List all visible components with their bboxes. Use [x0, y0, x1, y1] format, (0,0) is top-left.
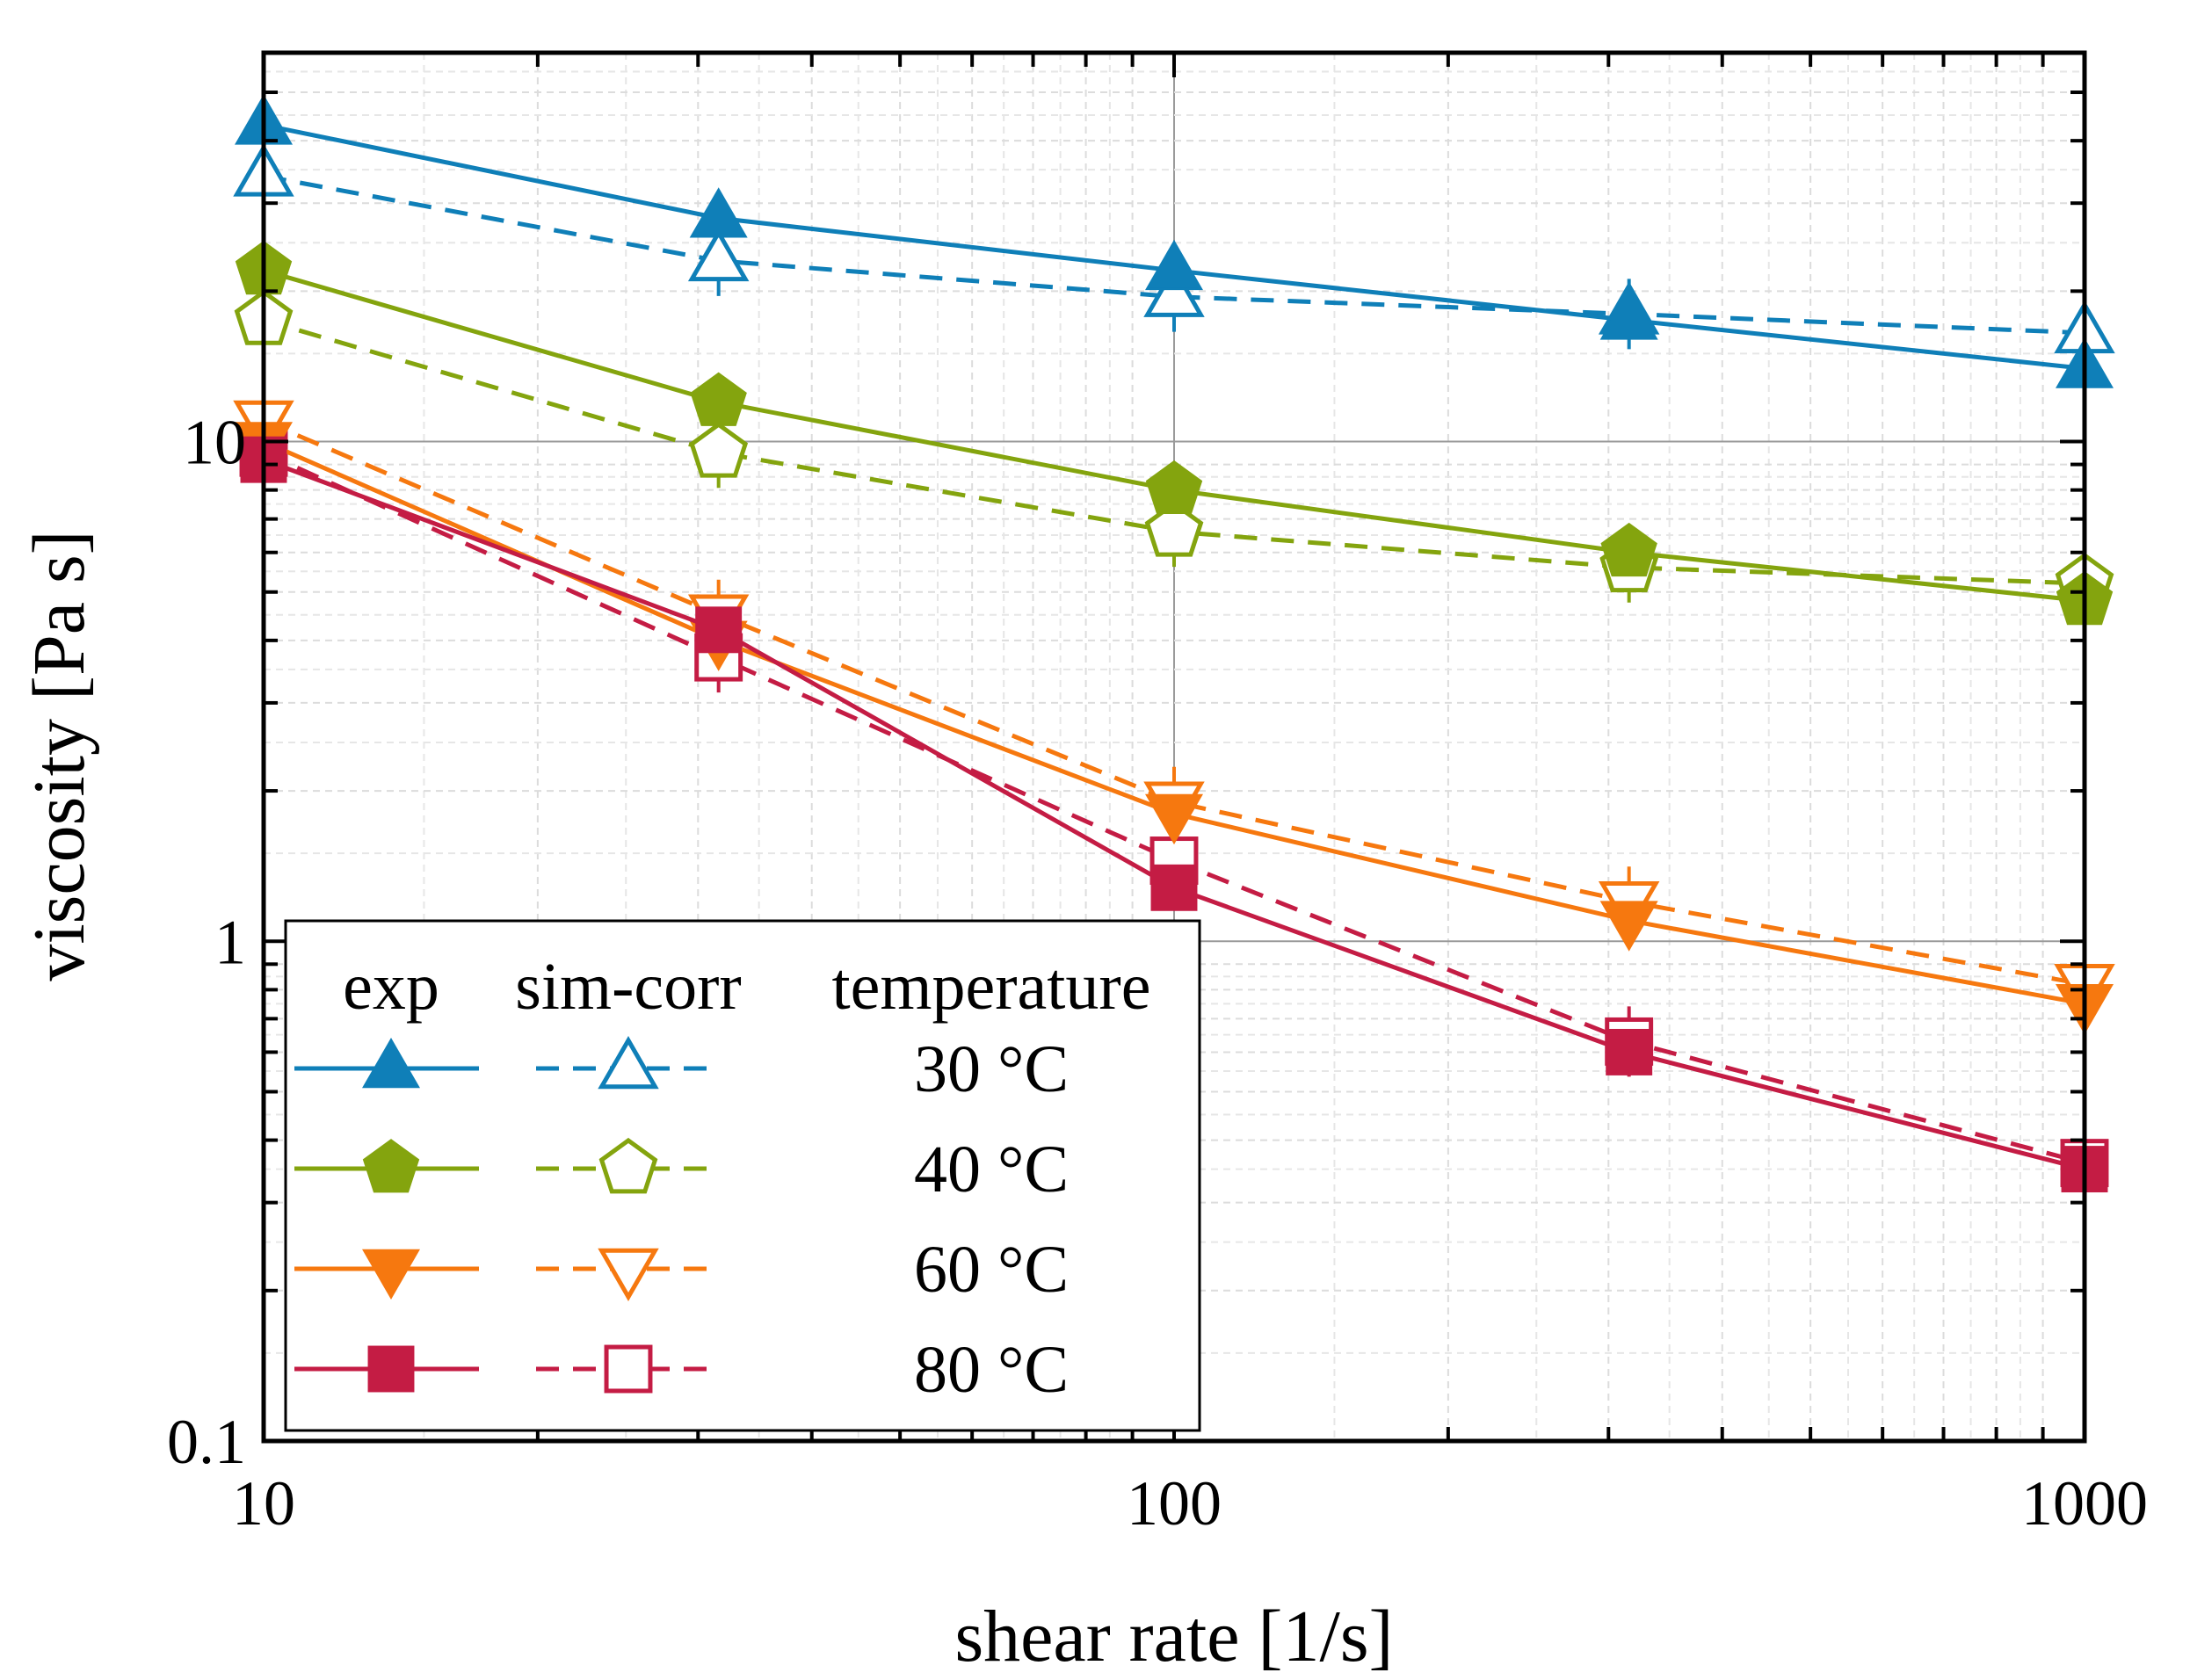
legend-marker-exp: [362, 1249, 420, 1300]
data-point: [1600, 522, 1657, 577]
data-point: [695, 606, 743, 654]
series-line: [263, 173, 2085, 336]
legend-marker-sim: [598, 1035, 659, 1090]
x-tick-label: 100: [1127, 1468, 1222, 1539]
data-point: [689, 422, 749, 478]
series-line: [263, 418, 2085, 987]
legend-row: 40 °C: [294, 1133, 1069, 1206]
legend-marker-exp: [367, 1345, 415, 1393]
data-point: [687, 228, 750, 282]
legend-temperature-label: 30 °C: [914, 1032, 1069, 1106]
legend-box: [284, 919, 1201, 1432]
data-point: [690, 372, 747, 426]
y-axis-title: viscosity [Pa s]: [18, 530, 100, 981]
data-point: [1143, 264, 1205, 317]
legend-rows: 30 °C 40 °C 60 °C 80 °C: [294, 1032, 1069, 1407]
legend-marker-sim: [598, 1248, 659, 1302]
data-point: [1145, 793, 1203, 845]
legend-header-temperature: temperature: [832, 950, 1151, 1024]
legend-marker-sim: [604, 1344, 653, 1394]
x-tick-label: 10: [232, 1468, 295, 1539]
axis-ticks: [262, 51, 2086, 1443]
data-point: [1145, 239, 1203, 291]
legend-row: 30 °C: [294, 1032, 1069, 1106]
legend-header-exp: exp: [343, 950, 439, 1024]
legend-marker-exp: [362, 1139, 420, 1193]
legend-temperature-label: 60 °C: [914, 1233, 1069, 1307]
y-tick-label: 10: [183, 408, 246, 478]
series-exp-30c: [235, 94, 2114, 388]
x-axis-title: shear rate [1/s]: [954, 1596, 1393, 1677]
data-point: [1599, 289, 1658, 340]
data-point: [1150, 864, 1198, 911]
legend-row: 60 °C: [294, 1233, 1069, 1307]
tick-labels: 10 100 1000 0.1 1 10: [167, 408, 2148, 1539]
legend-temperature-label: 80 °C: [914, 1333, 1069, 1407]
data-point: [1606, 1028, 1653, 1075]
legend-row: 80 °C: [294, 1333, 1069, 1407]
data-point: [689, 187, 748, 238]
legend-marker-sim: [598, 1137, 658, 1194]
legend-marker-exp: [362, 1037, 420, 1089]
data-point: [1599, 901, 1658, 952]
legend-temperature-label: 40 °C: [914, 1133, 1069, 1206]
legend: exp sim-corr temperature 30 °C 40 °C 60 °C…: [284, 919, 1201, 1432]
y-tick-label: 0.1: [167, 1407, 246, 1477]
x-tick-label: 1000: [2021, 1468, 2148, 1539]
y-tick-label: 1: [214, 907, 246, 977]
legend-header-sim-corr: sim-corr: [515, 950, 741, 1024]
data-point: [1145, 460, 1203, 515]
data-point: [1144, 501, 1204, 557]
